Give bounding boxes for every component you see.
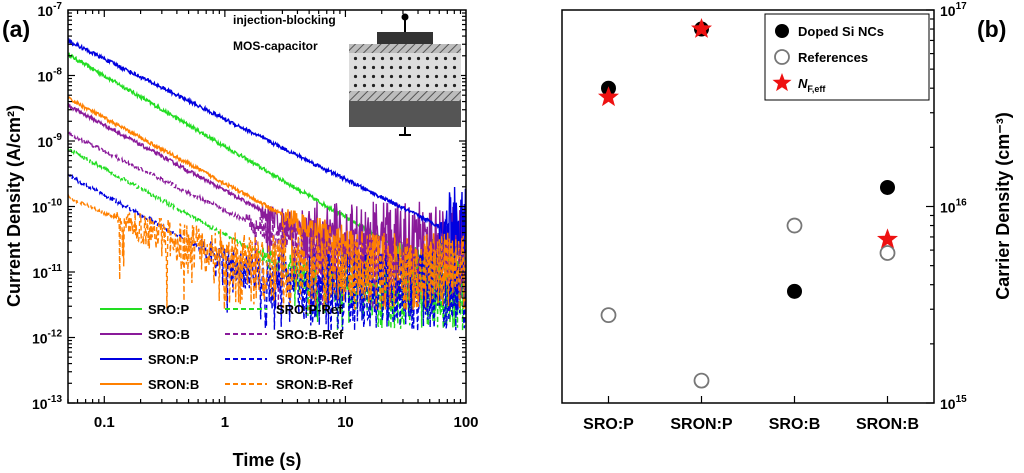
point-n-f-eff-sron-b bbox=[877, 228, 898, 249]
category-label-sro-p: SRO:P bbox=[583, 416, 634, 433]
panel-b-label: (b) bbox=[977, 16, 1006, 42]
mos-capacitor-inset: injection-blocking MOS-capacitor bbox=[233, 13, 461, 136]
legend-entry-sro-b-ref: SRO:B-Ref bbox=[225, 327, 344, 342]
svg-text:SRON:B-Ref: SRON:B-Ref bbox=[276, 377, 353, 392]
y-tick-label: 10-10 bbox=[32, 198, 62, 216]
panel-a-label: (a) bbox=[2, 16, 30, 42]
panel-a-ylabel: Current Density (A/cm²) bbox=[4, 105, 24, 307]
svg-text:SRO:P: SRO:P bbox=[148, 302, 190, 317]
point-doped-si-ncs-sron-b bbox=[880, 179, 895, 195]
series-sro-b-ref bbox=[68, 131, 466, 312]
svg-text:References: References bbox=[798, 50, 868, 65]
legend-entry-sron-b: SRON:B bbox=[100, 377, 199, 392]
panel-b-legend: Doped Si NCs References NF,eff bbox=[764, 13, 930, 101]
legend-entry-sro-p: SRO:P bbox=[100, 302, 190, 317]
nanocrystal-layer bbox=[349, 53, 461, 91]
panel-b-points bbox=[598, 18, 898, 389]
legend-entry-sron-p: SRON:P bbox=[100, 352, 199, 367]
y-tick-label: 10-7 bbox=[38, 1, 63, 19]
inset-label-line2: MOS-capacitor bbox=[233, 39, 318, 53]
svg-text:SRO:P-Ref: SRO:P-Ref bbox=[276, 302, 343, 317]
svg-text:SRO:B-Ref: SRO:B-Ref bbox=[276, 327, 344, 342]
point-references-sro-b bbox=[786, 217, 803, 234]
legend-entry-doped-si-ncs: Doped Si NCs bbox=[775, 24, 884, 39]
legend-entry-sro-b: SRO:B bbox=[100, 327, 190, 342]
series-sron-b-ref bbox=[68, 193, 466, 312]
svg-text:SRON:B: SRON:B bbox=[148, 377, 199, 392]
panel-b-axes: SRO:P SRON:P SRO:B SRON:B 1015 1016 1017 bbox=[583, 1, 967, 433]
legend-entry-sro-p-ref: SRO:P-Ref bbox=[225, 302, 343, 317]
x-tick-label: 10 bbox=[337, 414, 354, 431]
y-tick-label: 1017 bbox=[940, 1, 967, 19]
top-oxide-layer bbox=[349, 44, 461, 53]
y-tick-label: 10-9 bbox=[38, 132, 63, 150]
x-tick-label: 0.1 bbox=[94, 414, 115, 431]
category-label-sron-b: SRON:B bbox=[856, 416, 919, 433]
y-tick-label: 10-8 bbox=[38, 67, 63, 85]
svg-text:Doped Si NCs: Doped Si NCs bbox=[798, 24, 884, 39]
panel-a-series bbox=[68, 37, 466, 331]
legend-b-box bbox=[764, 13, 930, 101]
point-n-f-eff-sron-p bbox=[691, 18, 712, 38]
series-sro-p-ref bbox=[68, 146, 466, 331]
inset-label-line1: injection-blocking bbox=[233, 13, 336, 27]
point-references-sro-p bbox=[600, 307, 617, 324]
panel-a-axes: 0.1 1 10 100 10-13 10-12 10-11 10-10 10-9 10-8 10-… bbox=[32, 1, 479, 431]
series-sron-p bbox=[68, 37, 466, 265]
bottom-oxide-layer bbox=[349, 91, 461, 101]
category-label-sron-p: SRON:P bbox=[670, 416, 733, 433]
gate-electrode bbox=[377, 32, 433, 44]
series-sron-p-ref bbox=[68, 173, 466, 331]
panel-b-ylabel: Carrier Density (cm⁻³) bbox=[993, 112, 1013, 300]
substrate-layer bbox=[349, 101, 461, 127]
star-icon bbox=[772, 73, 792, 92]
legend-entry-references: References bbox=[774, 49, 868, 65]
svg-text:NF,eff: NF,eff bbox=[798, 76, 826, 94]
legend-entry-sron-p-ref: SRON:P-Ref bbox=[225, 352, 353, 367]
svg-text:SRON:P-Ref: SRON:P-Ref bbox=[276, 352, 353, 367]
point-doped-si-ncs-sro-b bbox=[787, 283, 802, 299]
legend-entry-sron-b-ref: SRON:B-Ref bbox=[225, 377, 353, 392]
y-tick-label: 10-11 bbox=[33, 263, 63, 281]
y-tick-label: 10-13 bbox=[32, 394, 62, 412]
y-tick-label: 1016 bbox=[940, 198, 967, 216]
point-references-sron-b bbox=[879, 245, 896, 261]
series-sro-b bbox=[68, 102, 466, 281]
panel-a-legend: SRO:P SRO:B SRON:P SRON:B SRO:P-Ref SRO:… bbox=[100, 302, 353, 392]
point-n-f-eff-sro-p bbox=[598, 86, 619, 107]
series-sron-b bbox=[68, 95, 466, 312]
panel-a-xlabel: Time (s) bbox=[233, 450, 302, 470]
svg-text:SRO:B: SRO:B bbox=[148, 327, 190, 342]
x-tick-label: 100 bbox=[453, 414, 478, 431]
x-tick-label: 1 bbox=[221, 414, 229, 431]
svg-text:SRON:P: SRON:P bbox=[148, 352, 199, 367]
point-references-sron-p bbox=[693, 372, 710, 389]
y-tick-label: 10-12 bbox=[32, 329, 62, 347]
legend-entry-nf-eff: NF,eff bbox=[772, 73, 826, 94]
y-tick-label: 1015 bbox=[940, 394, 967, 412]
category-label-sro-b: SRO:B bbox=[769, 416, 821, 433]
gate-contact bbox=[401, 13, 409, 21]
